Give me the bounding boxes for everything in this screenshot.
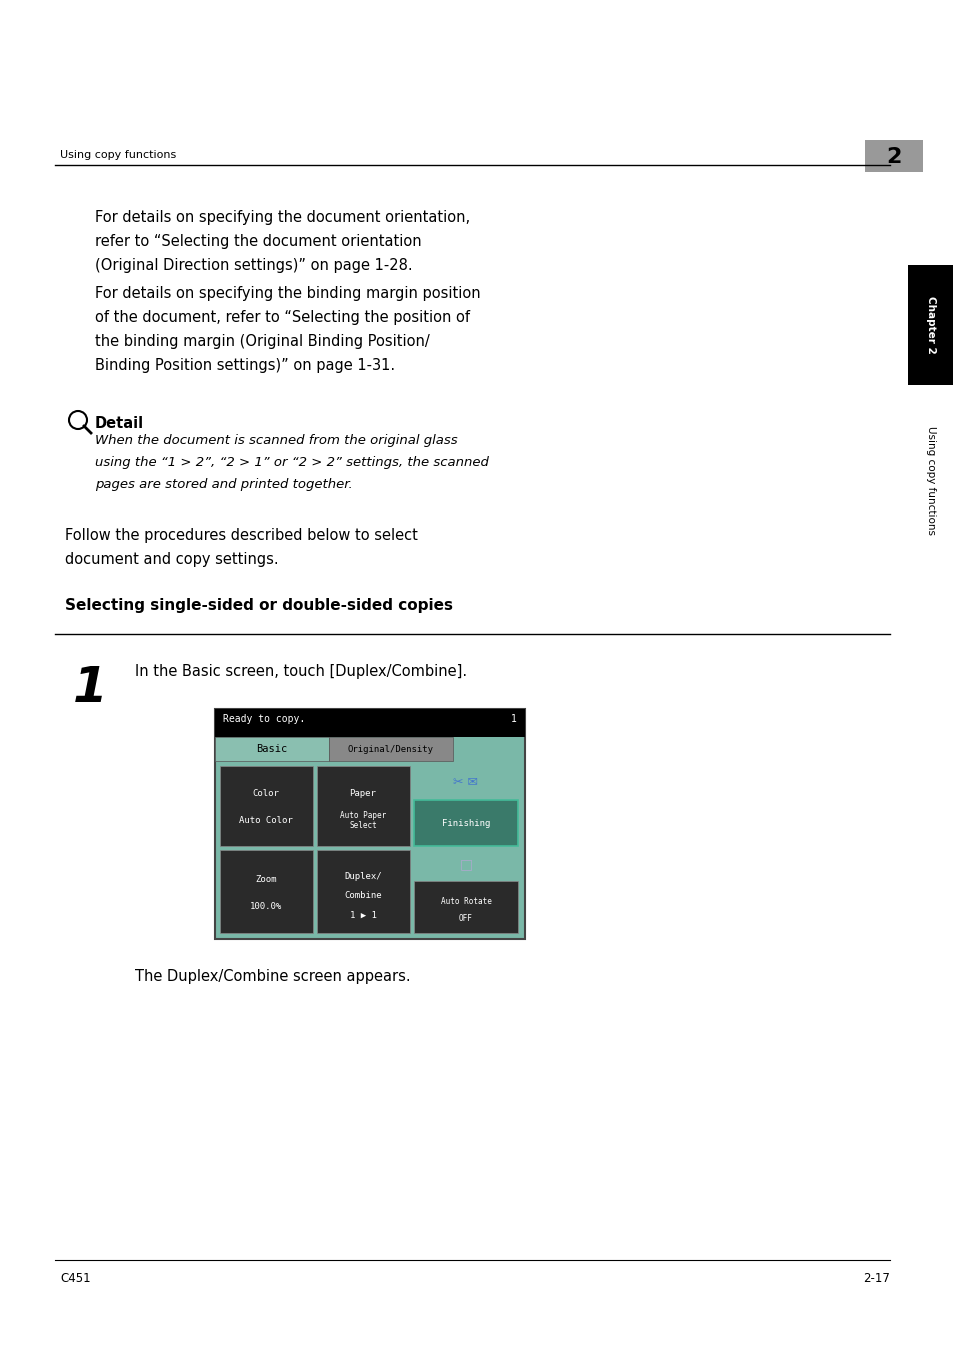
Text: the binding margin (Original Binding Position/: the binding margin (Original Binding Pos…	[95, 333, 429, 350]
Bar	[414, 850, 517, 879]
Text: When the document is scanned from the original glass: When the document is scanned from the or…	[95, 433, 457, 447]
Bar	[414, 765, 517, 798]
Text: OFF: OFF	[458, 914, 473, 923]
Text: 1 ▶ 1: 1 ▶ 1	[349, 910, 376, 919]
Text: Ready to copy.: Ready to copy.	[223, 714, 305, 724]
Text: refer to “Selecting the document orientation: refer to “Selecting the document orienta…	[95, 234, 421, 248]
Bar	[220, 765, 313, 846]
Text: 2-17: 2-17	[862, 1272, 889, 1285]
Text: pages are stored and printed together.: pages are stored and printed together.	[95, 478, 353, 491]
Text: C451: C451	[60, 1272, 91, 1285]
Bar	[414, 882, 517, 933]
Bar	[214, 709, 524, 737]
Text: ✂ ✉: ✂ ✉	[453, 775, 478, 788]
Text: using the “1 > 2”, “2 > 1” or “2 > 2” settings, the scanned: using the “1 > 2”, “2 > 1” or “2 > 2” se…	[95, 456, 488, 468]
Text: Using copy functions: Using copy functions	[60, 150, 176, 161]
Text: For details on specifying the document orientation,: For details on specifying the document o…	[95, 211, 470, 225]
Text: Binding Position settings)” on page 1-31.: Binding Position settings)” on page 1-31…	[95, 358, 395, 373]
Text: Paper: Paper	[349, 790, 376, 798]
Text: Duplex/: Duplex/	[344, 872, 381, 882]
Text: Auto Paper
Select: Auto Paper Select	[339, 811, 386, 830]
Text: Follow the procedures described below to select: Follow the procedures described below to…	[65, 528, 417, 543]
Bar	[220, 850, 313, 933]
Bar	[329, 737, 453, 761]
Text: 1: 1	[72, 664, 108, 711]
Text: Auto Color: Auto Color	[239, 815, 293, 825]
Text: Selecting single-sided or double-sided copies: Selecting single-sided or double-sided c…	[65, 598, 453, 613]
Text: 2: 2	[885, 147, 901, 167]
Text: Color: Color	[253, 790, 279, 798]
Bar	[414, 801, 517, 846]
Text: 100.0%: 100.0%	[250, 902, 282, 911]
Text: □: □	[459, 857, 472, 871]
Bar	[864, 140, 923, 171]
Text: Combine: Combine	[344, 891, 381, 900]
Bar	[907, 265, 953, 385]
Bar	[214, 709, 524, 940]
Text: In the Basic screen, touch [Duplex/Combine].: In the Basic screen, touch [Duplex/Combi…	[135, 664, 467, 679]
Text: For details on specifying the binding margin position: For details on specifying the binding ma…	[95, 286, 480, 301]
Bar	[316, 850, 410, 933]
Text: Zoom: Zoom	[255, 875, 276, 883]
Text: (Original Direction settings)” on page 1-28.: (Original Direction settings)” on page 1…	[95, 258, 413, 273]
Text: Original/Density: Original/Density	[348, 744, 434, 753]
Bar	[316, 765, 410, 846]
Text: Chapter 2: Chapter 2	[925, 296, 935, 354]
Text: Using copy functions: Using copy functions	[925, 425, 935, 535]
Text: document and copy settings.: document and copy settings.	[65, 552, 278, 567]
Text: The Duplex/Combine screen appears.: The Duplex/Combine screen appears.	[135, 969, 410, 984]
Text: Finishing: Finishing	[441, 818, 490, 828]
Text: Auto Rotate: Auto Rotate	[440, 898, 491, 906]
Text: Basic: Basic	[256, 744, 287, 755]
Text: of the document, refer to “Selecting the position of: of the document, refer to “Selecting the…	[95, 310, 470, 325]
Text: 1: 1	[511, 714, 517, 724]
Text: Detail: Detail	[95, 416, 144, 431]
Bar	[214, 737, 329, 761]
